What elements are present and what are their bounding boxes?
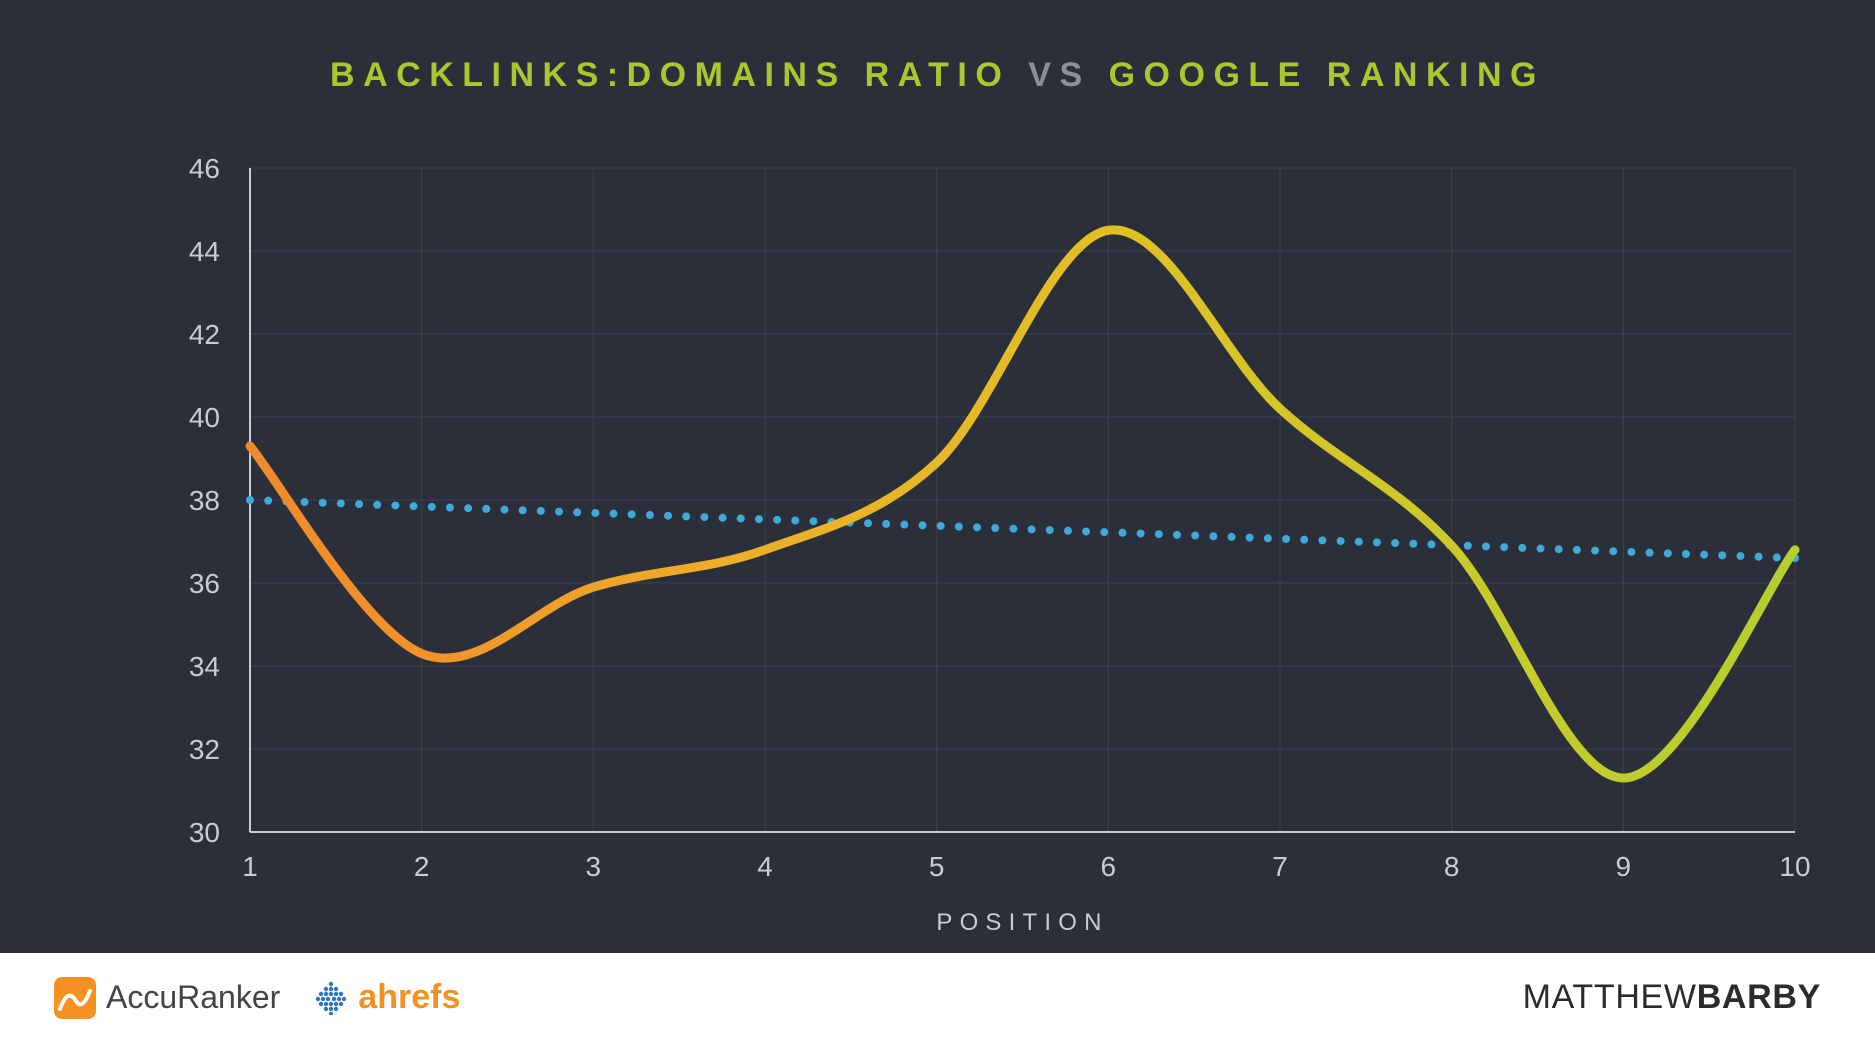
svg-text:46: 46 (189, 153, 220, 184)
svg-text:8: 8 (1444, 851, 1460, 882)
svg-text:7: 7 (1272, 851, 1288, 882)
ahrefs-text: ahrefs (358, 978, 460, 1017)
accuranker-icon (54, 977, 96, 1019)
author-first: MATTHEW (1523, 978, 1697, 1016)
ahrefs-dots-icon (314, 981, 348, 1015)
chart-svg: 30323436384042444612345678910POSITION (0, 0, 1875, 953)
title-part1: BACKLINKS:DOMAINS RATIO (330, 56, 1010, 94)
svg-text:2: 2 (414, 851, 430, 882)
svg-text:42: 42 (189, 319, 220, 350)
svg-text:POSITION: POSITION (936, 909, 1108, 936)
svg-text:5: 5 (929, 851, 945, 882)
accuranker-logo: AccuRanker (54, 977, 280, 1019)
chart-title: BACKLINKS:DOMAINS RATIO VS GOOGLE RANKIN… (0, 56, 1875, 95)
svg-text:40: 40 (189, 402, 220, 433)
ahrefs-logo: ahrefs (314, 978, 460, 1017)
svg-text:32: 32 (189, 734, 220, 765)
chart-area: BACKLINKS:DOMAINS RATIO VS GOOGLE RANKIN… (0, 0, 1875, 953)
svg-text:34: 34 (189, 651, 220, 682)
svg-text:44: 44 (189, 236, 220, 267)
svg-text:36: 36 (189, 568, 220, 599)
chart-frame: BACKLINKS:DOMAINS RATIO VS GOOGLE RANKIN… (0, 0, 1875, 1042)
svg-text:4: 4 (757, 851, 773, 882)
footer-left: AccuRanker ahrefs (54, 977, 460, 1019)
svg-text:9: 9 (1616, 851, 1632, 882)
title-vs: VS (1028, 56, 1090, 94)
svg-text:1: 1 (242, 851, 258, 882)
author-last: BARBY (1697, 978, 1821, 1016)
svg-text:10: 10 (1779, 851, 1810, 882)
author-logo: MATTHEWBARBY (1523, 978, 1821, 1017)
accuranker-text: AccuRanker (106, 979, 280, 1016)
svg-text:30: 30 (189, 817, 220, 848)
svg-text:6: 6 (1101, 851, 1117, 882)
title-part2: GOOGLE RANKING (1109, 56, 1545, 94)
footer-bar: AccuRanker ahrefs MATTHE (0, 953, 1875, 1042)
svg-text:3: 3 (586, 851, 602, 882)
svg-text:38: 38 (189, 485, 220, 516)
